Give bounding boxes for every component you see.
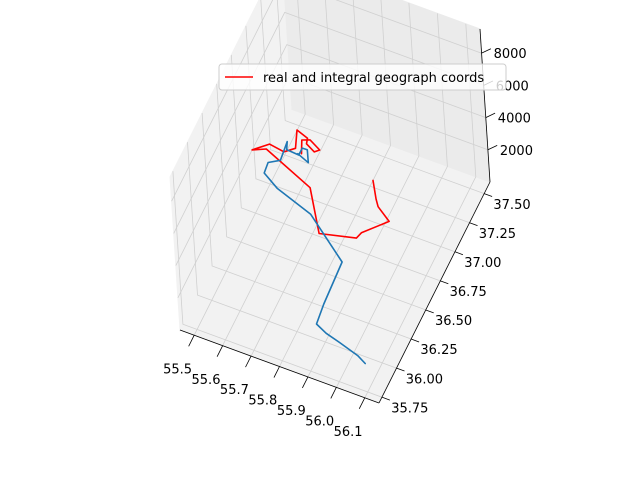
x-tick-mark (330, 387, 337, 399)
y-tick-label: 37.50 (493, 198, 530, 213)
x-tick-mark (216, 345, 224, 357)
tick-labels: 55.555.655.755.855.956.056.1 35.75 36.00 36… (163, 47, 533, 440)
x-gridline (279, 0, 391, 367)
x-tick-label: 55.9 (277, 404, 306, 419)
x-gridline (193, 0, 306, 336)
y-tick-label: 36.75 (450, 285, 487, 300)
z-tick-mark (481, 48, 492, 54)
x-tick-label: 55.6 (192, 373, 221, 388)
legend-box (218, 63, 507, 91)
x-tick-label: 55.7 (220, 383, 249, 398)
legend: real and integral geograph coords (218, 63, 507, 91)
y-tick-label: 36.25 (420, 343, 457, 358)
x-tick-label: 55.5 (163, 362, 192, 377)
y-tick-label: 35.75 (391, 401, 428, 416)
x-tick-mark (188, 335, 195, 347)
y-tick-mark (381, 396, 391, 401)
x-tick-label: 55.8 (248, 394, 277, 409)
y-gridline (276, 0, 485, 194)
y-gridline (216, 83, 426, 311)
x-gridline (307, 2, 420, 378)
legend-label: real and integral geograph coords (263, 71, 484, 86)
tick-marks (188, 48, 498, 410)
x-gridline (250, 0, 363, 357)
x-tick-label: 56.1 (334, 425, 363, 440)
z-tick-mark (485, 112, 496, 118)
x-tick-mark (358, 397, 366, 410)
y-gridline (172, 171, 383, 398)
y-tick-label: 36.00 (406, 372, 443, 387)
y-gridline (201, 112, 412, 340)
z-gridline (171, 0, 482, 202)
z-tick-mark (487, 144, 498, 151)
z-tick-label: 8000 (494, 47, 527, 62)
x-tick-label: 56.0 (305, 415, 334, 430)
x-tick-mark (302, 376, 309, 389)
y-gridline (187, 142, 397, 369)
y-tick-mark (484, 193, 493, 197)
series-line-0 (251, 129, 390, 239)
y-gridline (230, 54, 441, 282)
series-line-1 (263, 140, 366, 365)
y-axis-line (378, 181, 491, 404)
y-tick-label: 36.50 (435, 314, 472, 329)
y-tick-mark (454, 251, 464, 256)
z-axis-line (479, 28, 491, 183)
data-series (251, 129, 390, 365)
y-gridline (260, 0, 470, 224)
y-tick-mark (396, 367, 405, 372)
y-tick-mark (410, 338, 420, 343)
z-gridline (175, 44, 486, 266)
y-tick-mark (425, 309, 434, 314)
z-gridline (173, 11, 484, 234)
x-gridline (222, 0, 335, 346)
y-tick-label: 37.25 (479, 227, 516, 242)
x-tick-mark (245, 355, 252, 368)
y-tick-mark (469, 222, 478, 227)
z-tick-label: 4000 (498, 112, 531, 127)
y-tick-mark (440, 280, 449, 285)
y-tick-label: 37.00 (464, 256, 501, 271)
z-tick-label: 2000 (500, 144, 533, 159)
x-tick-mark (273, 366, 280, 378)
